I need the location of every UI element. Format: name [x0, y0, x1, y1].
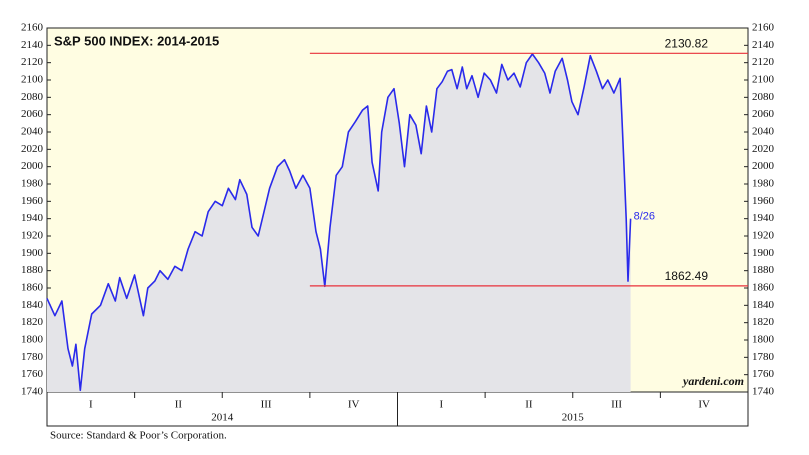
- y-tick-label: 2000: [752, 160, 775, 172]
- y-tick-label: 1800: [752, 334, 775, 346]
- y-tick-label: 1920: [21, 230, 44, 242]
- reference-label: 1862.49: [665, 269, 709, 283]
- y-tick-label: 2100: [21, 74, 44, 86]
- reference-label: 2130.82: [665, 36, 709, 50]
- watermark: yardeni.com: [681, 374, 744, 388]
- y-tick-label: 1960: [21, 195, 44, 207]
- y-tick-label: 2060: [21, 108, 44, 120]
- y-tick-label: 1880: [752, 264, 775, 276]
- annotation: 8/26: [634, 211, 655, 223]
- y-tick-label: 2100: [752, 74, 775, 86]
- y-tick-label: 2020: [752, 143, 775, 155]
- y-tick-label: 2140: [752, 39, 775, 51]
- y-tick-label: 2040: [752, 126, 775, 138]
- y-tick-label: 1780: [21, 351, 44, 363]
- x-tick-label: IV: [698, 399, 710, 411]
- y-tick-label: 1800: [21, 334, 44, 346]
- y-tick-label: 2160: [752, 22, 775, 34]
- y-tick-label: 1920: [752, 230, 775, 242]
- y-tick-label: 1980: [752, 178, 775, 190]
- y-tick-label: 1960: [752, 195, 775, 207]
- y-tick-label: 1900: [21, 247, 44, 259]
- y-tick-label: 1840: [752, 299, 775, 311]
- x-tick-label: III: [611, 399, 622, 411]
- y-tick-label: 2080: [752, 91, 775, 103]
- y-tick-label: 2120: [752, 56, 775, 68]
- year-label: 2015: [562, 412, 585, 424]
- y-tick-label: 1860: [752, 282, 775, 294]
- y-tick-label: 2060: [752, 108, 775, 120]
- y-tick-label: 1880: [21, 264, 44, 276]
- y-tick-label: 2140: [21, 39, 44, 51]
- y-tick-label: 1940: [21, 212, 44, 224]
- y-tick-label: 1940: [752, 212, 775, 224]
- x-tick-label: I: [439, 399, 443, 411]
- y-tick-label: 1740: [752, 386, 775, 398]
- y-tick-label: 2020: [21, 143, 44, 155]
- y-tick-label: 2040: [21, 126, 44, 138]
- x-tick-label: IV: [348, 399, 360, 411]
- y-tick-label: 1780: [752, 351, 775, 363]
- y-tick-label: 1740: [21, 386, 44, 398]
- y-tick-label: 1820: [21, 316, 44, 328]
- line: [46, 53, 632, 392]
- y-tick-label: 2000: [21, 160, 44, 172]
- y-tick-label: 2080: [21, 91, 44, 103]
- x-tick-label: I: [89, 399, 93, 411]
- y-tick-label: 1860: [21, 282, 44, 294]
- y-tick-label: 1840: [21, 299, 44, 311]
- y-tick-label: 2120: [21, 56, 44, 68]
- y-tick-label: 2160: [21, 22, 44, 34]
- x-tick-label: II: [175, 399, 183, 411]
- y-tick-label: 1760: [21, 368, 44, 380]
- x-tick-label: III: [261, 399, 272, 411]
- y-tick-label: 1760: [752, 368, 775, 380]
- source-note: Source: Standard & Poor’s Corporation.: [50, 430, 227, 442]
- x-tick-label: II: [525, 399, 533, 411]
- chart-title: S&P 500 INDEX: 2014-2015: [54, 33, 219, 48]
- y-tick-label: 1900: [752, 247, 775, 259]
- y-tick-label: 1980: [21, 178, 44, 190]
- area: [47, 54, 631, 392]
- y-tick-label: 1820: [752, 316, 775, 328]
- year-label: 2014: [211, 412, 234, 424]
